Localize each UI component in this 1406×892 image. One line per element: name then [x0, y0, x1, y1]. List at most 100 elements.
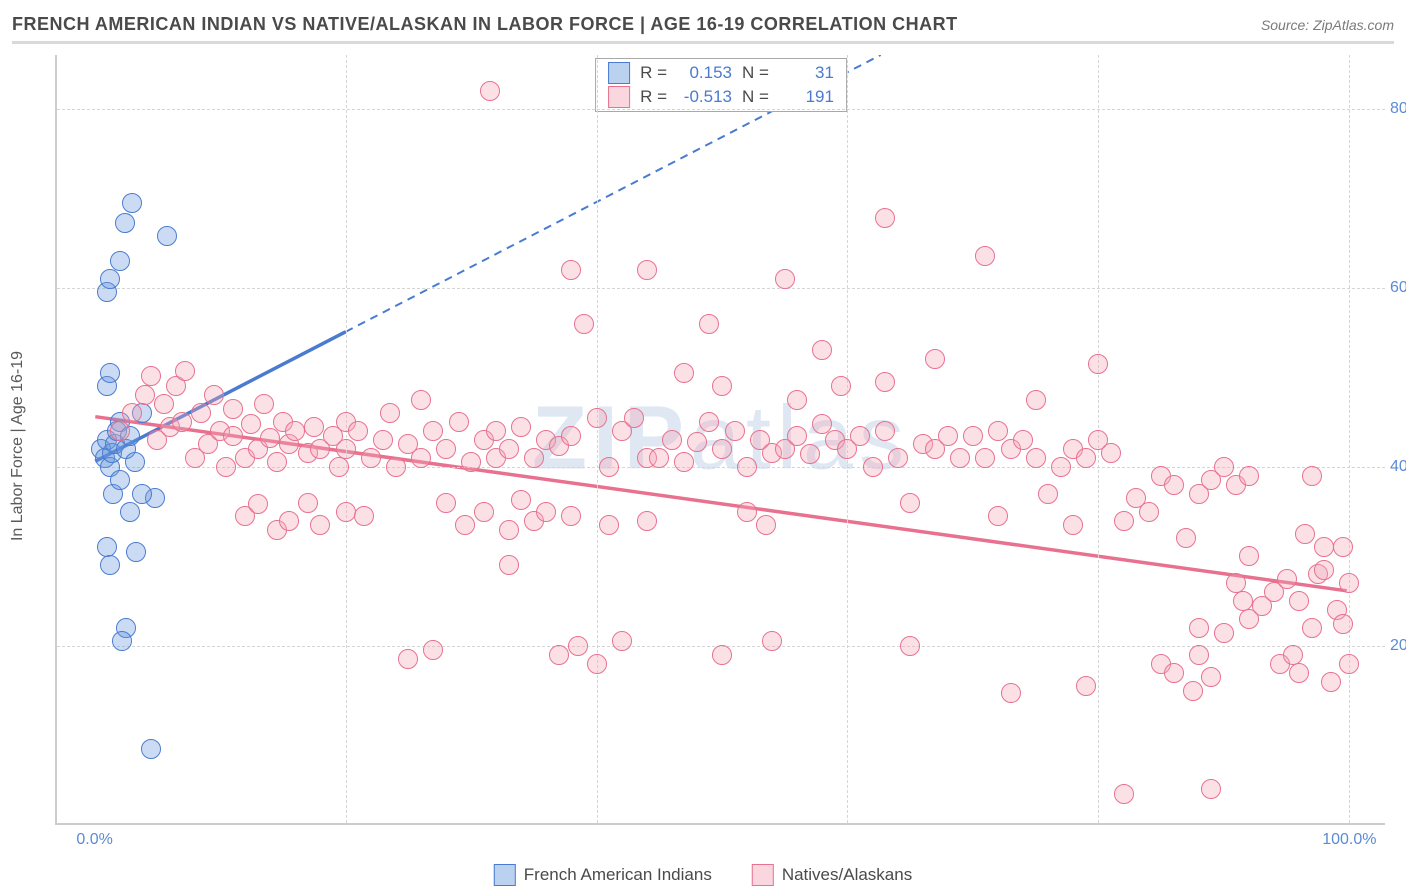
data-point — [775, 269, 795, 289]
data-point — [499, 520, 519, 540]
data-point — [1214, 457, 1234, 477]
data-point — [110, 251, 130, 271]
data-point — [938, 426, 958, 446]
data-point — [154, 394, 174, 414]
data-point — [1139, 502, 1159, 522]
data-point — [800, 444, 820, 464]
data-point — [100, 363, 120, 383]
data-point — [373, 430, 393, 450]
data-point — [1013, 430, 1033, 450]
data-point — [662, 430, 682, 450]
data-point — [254, 394, 274, 414]
data-point — [223, 399, 243, 419]
data-point — [536, 502, 556, 522]
data-point — [135, 385, 155, 405]
data-point — [248, 494, 268, 514]
y-tick-label: 60.0% — [1390, 279, 1406, 297]
data-point — [524, 448, 544, 468]
data-point — [975, 448, 995, 468]
data-point — [112, 631, 132, 651]
data-point — [687, 432, 707, 452]
data-point — [925, 349, 945, 369]
data-point — [1333, 614, 1353, 634]
data-point — [511, 417, 531, 437]
data-point — [756, 515, 776, 535]
data-point — [126, 542, 146, 562]
data-point — [100, 555, 120, 575]
data-point — [120, 502, 140, 522]
title-bar: FRENCH AMERICAN INDIAN VS NATIVE/ALASKAN… — [12, 8, 1394, 44]
data-point — [348, 421, 368, 441]
x-tick-label: 0.0% — [76, 831, 112, 849]
data-point — [1076, 448, 1096, 468]
data-point — [115, 213, 135, 233]
data-point — [737, 502, 757, 522]
data-point — [455, 515, 475, 535]
data-point — [649, 448, 669, 468]
data-point — [850, 426, 870, 446]
data-point — [699, 412, 719, 432]
data-point — [285, 421, 305, 441]
data-point — [875, 421, 895, 441]
data-point — [900, 636, 920, 656]
data-point — [950, 448, 970, 468]
data-point — [486, 421, 506, 441]
data-point — [141, 739, 161, 759]
data-point — [1277, 569, 1297, 589]
data-point — [963, 426, 983, 446]
legend-label: Natives/Alaskans — [782, 865, 912, 885]
data-point — [988, 506, 1008, 526]
data-point — [157, 226, 177, 246]
data-point — [674, 452, 694, 472]
stats-r-value: 0.153 — [677, 63, 732, 83]
data-point — [398, 649, 418, 669]
data-point — [298, 493, 318, 513]
source-label: Source: ZipAtlas.com — [1261, 17, 1394, 33]
stats-n-value: 31 — [779, 63, 834, 83]
data-point — [449, 412, 469, 432]
data-point — [241, 414, 261, 434]
data-point — [787, 390, 807, 410]
data-point — [599, 457, 619, 477]
data-point — [480, 81, 500, 101]
data-point — [260, 428, 280, 448]
legend-swatch — [608, 62, 630, 84]
data-point — [100, 269, 120, 289]
data-point — [336, 439, 356, 459]
data-point — [863, 457, 883, 477]
data-point — [354, 506, 374, 526]
data-point — [125, 452, 145, 472]
data-point — [737, 457, 757, 477]
data-point — [1038, 484, 1058, 504]
data-point — [279, 511, 299, 531]
data-point — [474, 502, 494, 522]
data-point — [612, 631, 632, 651]
data-point — [386, 457, 406, 477]
data-point — [561, 260, 581, 280]
stats-r-label: R = — [640, 63, 667, 83]
data-point — [1289, 591, 1309, 611]
data-point — [361, 448, 381, 468]
data-point — [1302, 466, 1322, 486]
stats-legend: R =0.153N =31R =-0.513N =191 — [595, 58, 847, 112]
data-point — [587, 408, 607, 428]
data-point — [812, 340, 832, 360]
data-point — [423, 640, 443, 660]
data-point — [110, 470, 130, 490]
data-point — [267, 452, 287, 472]
data-point — [587, 654, 607, 674]
data-point — [1114, 511, 1134, 531]
data-point — [561, 506, 581, 526]
data-point — [1026, 448, 1046, 468]
data-point — [712, 439, 732, 459]
data-point — [423, 421, 443, 441]
legend-swatch — [608, 86, 630, 108]
data-point — [1183, 681, 1203, 701]
data-point — [1164, 475, 1184, 495]
data-point — [1339, 573, 1359, 593]
legend-item: French American Indians — [494, 864, 712, 886]
data-point — [461, 452, 481, 472]
data-point — [1201, 667, 1221, 687]
data-point — [1333, 537, 1353, 557]
stats-n-label: N = — [742, 87, 769, 107]
